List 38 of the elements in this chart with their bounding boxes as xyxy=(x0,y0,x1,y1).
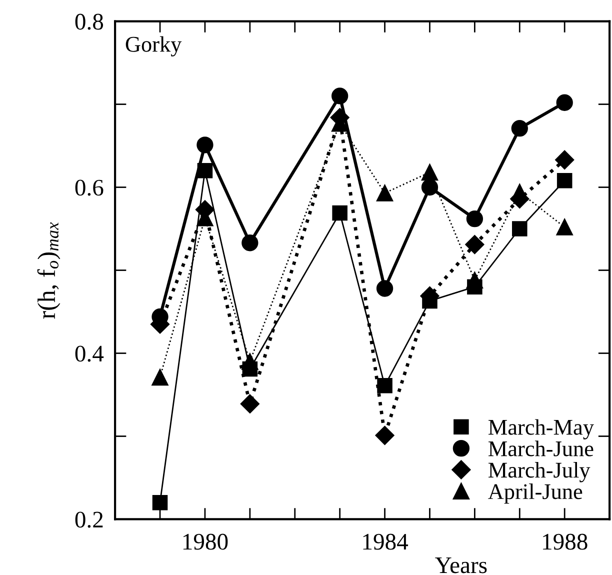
y-tick-label: 0.4 xyxy=(75,346,104,362)
legend-label: March-July xyxy=(488,462,590,482)
point xyxy=(466,210,484,228)
y-tick-label: 0.2 xyxy=(75,512,103,528)
point xyxy=(152,368,168,386)
point xyxy=(196,136,214,154)
point xyxy=(377,378,392,394)
point xyxy=(240,394,260,414)
x-axis-title: Years xyxy=(435,557,487,574)
y-axis-title: r(h, f$_{o}$)$_{max}$ xyxy=(37,222,60,319)
y-tick-label: 0.6 xyxy=(75,180,104,196)
x-tick-label: 1984 xyxy=(363,534,408,550)
y-tick-label: 0.8 xyxy=(75,14,104,30)
point xyxy=(556,94,573,111)
point xyxy=(556,218,573,236)
point xyxy=(376,280,394,297)
point xyxy=(511,120,528,137)
point xyxy=(331,88,348,104)
legend-label: March-May xyxy=(488,419,594,440)
point xyxy=(421,164,438,181)
point xyxy=(512,221,528,236)
point xyxy=(332,205,348,221)
point xyxy=(242,353,258,370)
x-tick-label: 1988 xyxy=(543,534,588,550)
point xyxy=(555,150,574,170)
legend-label: April-June xyxy=(488,484,582,504)
point xyxy=(152,494,168,510)
legend-label: March-June xyxy=(488,440,594,456)
point xyxy=(421,178,438,196)
x-tick-label: 1980 xyxy=(183,534,228,550)
point xyxy=(511,184,528,201)
point xyxy=(242,234,258,252)
annotation: Gorky xyxy=(126,36,182,56)
point xyxy=(556,172,572,188)
point xyxy=(466,272,484,289)
point xyxy=(465,234,484,254)
point xyxy=(376,184,394,202)
point xyxy=(375,426,394,445)
